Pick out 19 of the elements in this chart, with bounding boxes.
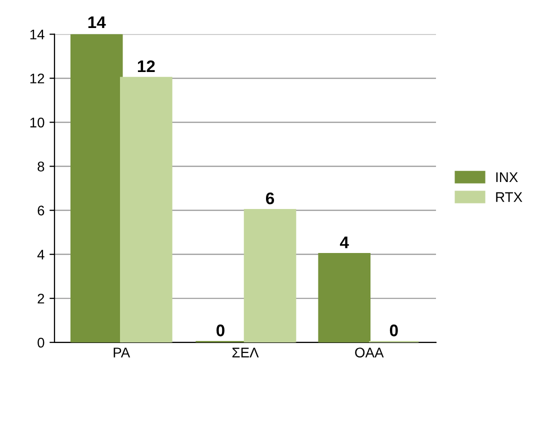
data-label: 12 — [138, 60, 155, 72]
x-tick-label: PA — [114, 348, 130, 358]
legend-label: INX — [496, 172, 518, 182]
y-tick-label: 10 — [30, 118, 44, 128]
data-label: 4 — [340, 236, 349, 248]
data-label: 14 — [88, 16, 106, 28]
data-label: 0 — [216, 324, 224, 336]
x-tick-label: OAA — [355, 348, 384, 358]
y-tick-label: 2 — [38, 294, 44, 304]
y-tick-label: 0 — [38, 338, 44, 348]
y-tick-label: 4 — [37, 250, 44, 260]
y-tick-label: 12 — [30, 74, 44, 84]
x-tick-label: ΣΕΛ — [232, 348, 259, 358]
y-tick-label: 14 — [30, 30, 44, 40]
y-tick-label: 6 — [38, 206, 44, 216]
data-label: 0 — [390, 324, 398, 336]
data-label: 6 — [266, 192, 274, 204]
legend-label: RTX — [496, 192, 522, 202]
y-tick-label: 8 — [38, 162, 44, 172]
